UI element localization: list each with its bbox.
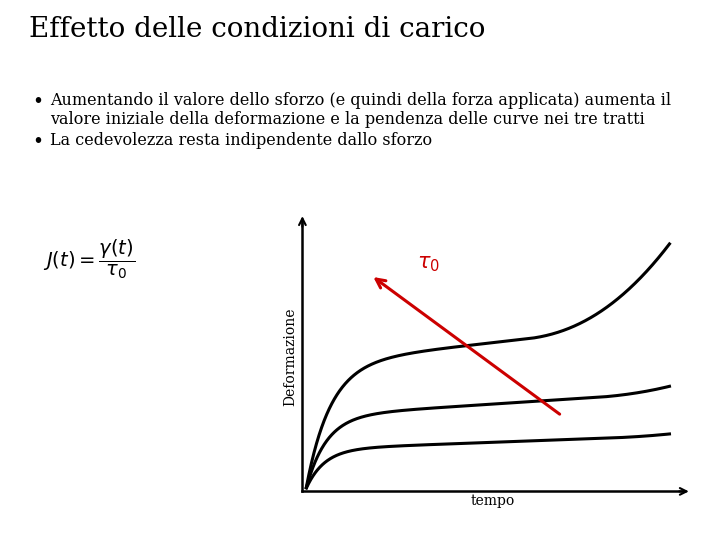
Text: $\tau_0$: $\tau_0$ xyxy=(417,255,440,274)
Text: •: • xyxy=(32,132,43,151)
Text: Aumentando il valore dello sforzo (e quindi della forza applicata) aumenta il: Aumentando il valore dello sforzo (e qui… xyxy=(50,92,672,109)
Text: •: • xyxy=(32,92,43,111)
Text: La cedevolezza resta indipendente dallo sforzo: La cedevolezza resta indipendente dallo … xyxy=(50,132,433,149)
Text: Effetto delle condizioni di carico: Effetto delle condizioni di carico xyxy=(29,16,485,43)
Text: valore iniziale della deformazione e la pendenza delle curve nei tre tratti: valore iniziale della deformazione e la … xyxy=(50,111,645,127)
X-axis label: tempo: tempo xyxy=(471,494,516,508)
Y-axis label: Deformazione: Deformazione xyxy=(283,307,297,406)
Text: $J(t)=\dfrac{\gamma(t)}{\tau_0}$: $J(t)=\dfrac{\gamma(t)}{\tau_0}$ xyxy=(43,238,135,281)
